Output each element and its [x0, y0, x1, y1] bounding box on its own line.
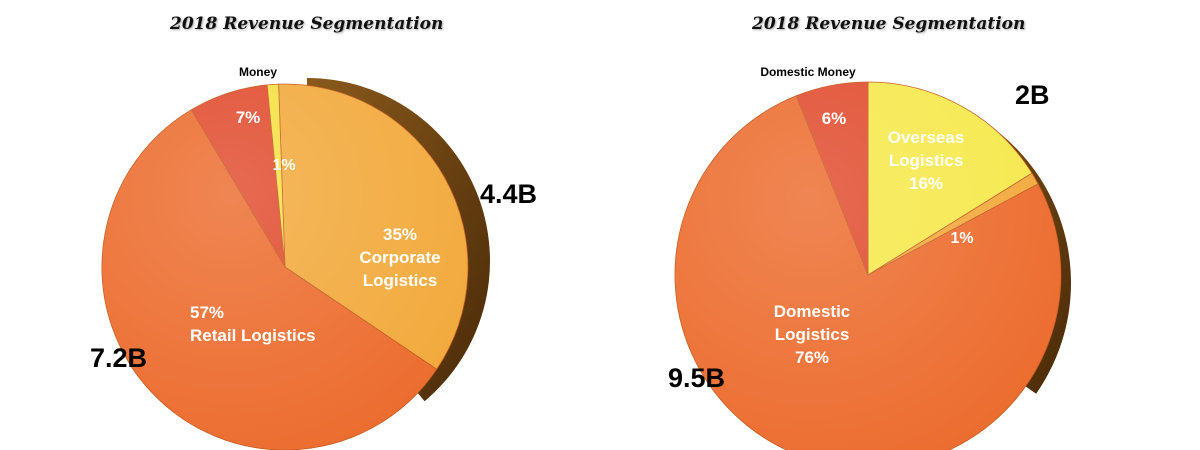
- slice-label: 57% Retail Logistics: [190, 303, 316, 345]
- pie-gloss: [102, 84, 468, 450]
- callout-label: 2B: [1015, 80, 1050, 110]
- chart-title-left: 2018 Revenue Segmentation: [170, 14, 444, 34]
- pie-chart-right: Overseas Logistics 16% 1% Domestic Logistics 7…: [668, 65, 1072, 450]
- slice-label: 6%: [822, 109, 847, 128]
- pie-chart-left: 35% Corporate Logistics 57% Retail Logistics…: [90, 65, 537, 450]
- slice-label: 7%: [236, 108, 261, 127]
- chart-title-right: 2018 Revenue Segmentation: [752, 14, 1026, 34]
- slice-label: Overseas Logistics 16%: [888, 128, 965, 193]
- slice-label: Domestic Logistics 76%: [774, 302, 851, 367]
- slice-label: 35% Corporate Logistics: [359, 225, 440, 290]
- callout-label: Domestic Money: [760, 65, 856, 79]
- slice-label: 1%: [272, 157, 295, 174]
- callout-label: 9.5B: [668, 363, 725, 393]
- callout-label: 7.2B: [90, 343, 147, 373]
- callout-label: 4.4B: [480, 179, 537, 209]
- pie-gloss: [675, 82, 1061, 450]
- callout-label: Money: [239, 65, 277, 79]
- slice-label: 1%: [950, 230, 973, 247]
